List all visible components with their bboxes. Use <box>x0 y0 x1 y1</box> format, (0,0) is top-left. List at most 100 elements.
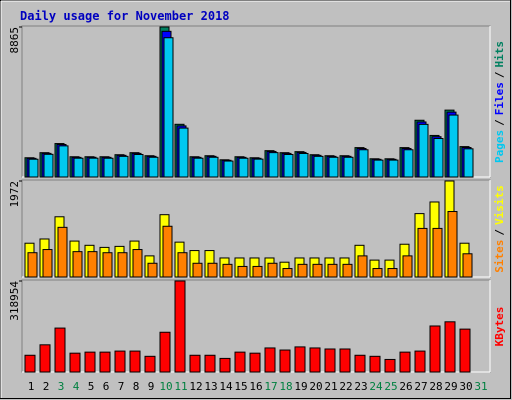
x-tick-label: 11 <box>174 380 187 393</box>
x-tick-label: 19 <box>294 380 307 393</box>
bar <box>159 331 171 373</box>
legend-entry: Sites <box>493 240 506 273</box>
bar <box>223 160 234 178</box>
bar <box>192 262 203 278</box>
bar <box>357 255 368 278</box>
legend-separator: / <box>493 119 506 126</box>
bar <box>342 263 353 278</box>
y-tick-label: 1972 <box>8 181 21 208</box>
bar <box>174 280 186 373</box>
bar <box>312 263 323 278</box>
x-tick-label: 6 <box>103 380 110 393</box>
bar <box>327 263 338 278</box>
bar <box>237 265 248 278</box>
x-tick-label: 23 <box>354 380 367 393</box>
x-tick-label: 4 <box>73 380 80 393</box>
x-tick-label: 24 <box>369 380 383 393</box>
bar <box>234 351 246 373</box>
bar <box>358 149 369 178</box>
bar <box>283 153 294 178</box>
x-tick-label: 8 <box>133 380 140 393</box>
x-tick-label: 25 <box>384 380 397 393</box>
bar <box>177 252 188 278</box>
bar <box>297 263 308 278</box>
bar <box>58 145 69 178</box>
bar <box>339 348 351 373</box>
bar <box>282 268 293 278</box>
bar <box>343 156 354 178</box>
bar <box>193 157 204 178</box>
legend-entry: Visits <box>493 185 506 225</box>
bar <box>264 347 276 373</box>
legend: KBytes <box>493 307 506 347</box>
bar <box>204 354 216 373</box>
x-tick-label: 30 <box>459 380 472 393</box>
bar <box>54 327 66 373</box>
legend-entry: Pages <box>493 130 506 163</box>
bar <box>117 252 128 278</box>
bar <box>267 262 278 278</box>
bar <box>328 156 339 178</box>
bar <box>324 348 336 373</box>
bar <box>418 123 429 178</box>
bar <box>298 152 309 178</box>
bar <box>429 325 441 373</box>
bar <box>102 252 113 278</box>
x-tick-label: 22 <box>339 380 352 393</box>
x-tick-label: 13 <box>204 380 217 393</box>
x-tick-label: 1 <box>28 380 35 393</box>
bar <box>129 350 141 373</box>
x-tick-label: 28 <box>429 380 442 393</box>
x-tick-label: 26 <box>399 380 412 393</box>
x-tick-label: 2 <box>43 380 50 393</box>
bar <box>114 350 126 373</box>
x-tick-label: 15 <box>234 380 247 393</box>
bar <box>238 157 249 178</box>
bar <box>403 149 414 178</box>
x-tick-label: 3 <box>58 380 65 393</box>
bar <box>222 263 233 278</box>
x-tick-label: 10 <box>159 380 172 393</box>
bar <box>148 156 159 178</box>
bar <box>132 249 143 278</box>
x-tick-label: 18 <box>279 380 292 393</box>
bar <box>268 152 279 178</box>
bar <box>384 358 396 373</box>
bar <box>162 225 173 278</box>
bar <box>72 251 83 278</box>
bar <box>373 159 384 178</box>
x-tick-label: 27 <box>414 380 427 393</box>
bar <box>369 355 381 373</box>
bar <box>39 344 51 373</box>
bar <box>433 138 444 178</box>
bar <box>103 157 114 178</box>
bar <box>294 346 306 373</box>
bar <box>447 211 458 278</box>
x-tick-label: 14 <box>219 380 233 393</box>
bar <box>87 251 98 278</box>
bar <box>208 156 219 178</box>
legend: Pages / Files / Hits <box>493 41 506 163</box>
bar <box>42 249 53 278</box>
bar <box>309 347 321 373</box>
bar <box>144 355 156 373</box>
bar <box>147 262 158 278</box>
x-tick-label: 9 <box>148 380 155 393</box>
bar <box>163 37 174 178</box>
bar <box>43 153 54 178</box>
bar <box>432 227 443 278</box>
bar <box>313 155 324 178</box>
bar <box>387 268 398 278</box>
bar <box>252 265 263 278</box>
bar <box>279 349 291 373</box>
bar <box>402 255 413 278</box>
bar <box>189 354 201 373</box>
bar <box>118 155 129 178</box>
bar <box>69 352 81 373</box>
bar <box>24 354 36 373</box>
bar <box>88 157 99 178</box>
bar <box>27 252 38 278</box>
bar <box>178 127 189 178</box>
legend-entry: Hits <box>493 41 506 68</box>
